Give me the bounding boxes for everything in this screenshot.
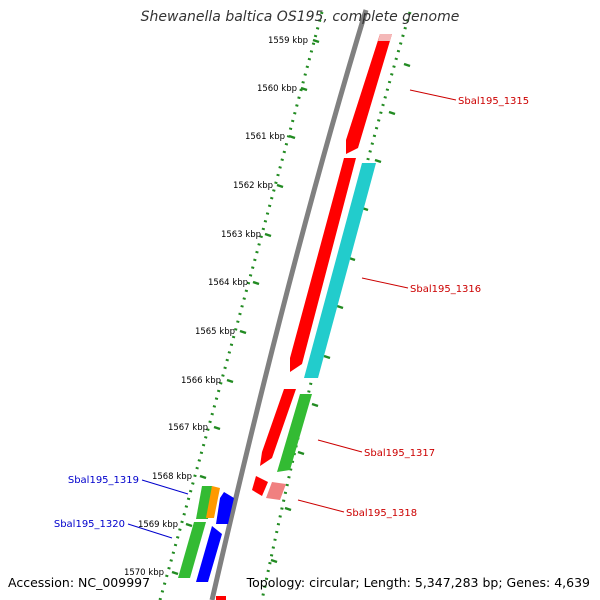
tick-label: 1563 kbp [221,230,261,240]
tick-label: 1564 kbp [208,278,248,288]
gene-sbal195-1318[interactable] [266,482,286,500]
gene-sbal195-1316[interactable] [304,163,376,378]
genome-summary-text: Topology: circular; Length: 5,347,283 bp… [246,575,590,590]
gene-sbal195-1315[interactable] [346,34,392,154]
gene-label[interactable]: Sbal195_1316 [410,284,481,295]
label-connectors [127,89,457,539]
gene-label[interactable]: Sbal195_1315 [458,96,529,107]
outer-major-ticks [270,62,411,564]
gene-orange[interactable] [206,486,220,518]
inner-scale-track [158,11,324,600]
tick-label: 1569 kbp [138,520,178,530]
gene-extra-pink[interactable] [378,34,392,41]
tick-label: 1559 kbp [268,36,308,46]
gene-sbal195-1320[interactable] [178,522,206,578]
forward-genes [252,34,392,500]
tick-label: 1567 kbp [168,423,208,433]
gene-label[interactable]: Sbal195_1318 [346,508,417,519]
accession-text: Accession: NC_009997 [8,575,151,590]
inner-major-ticks [171,38,320,576]
tick-label: 1570 kbp [124,568,164,578]
reverse-genes [178,486,234,582]
gene-blue-2[interactable] [196,526,222,582]
tick-label: 1568 kbp [152,472,192,482]
gene-label[interactable]: Sbal195_1319 [68,475,139,486]
gene-blue-1[interactable] [216,492,234,524]
tick-label: 1562 kbp [233,181,273,191]
map-title: Shewanella baltica OS195, complete genom… [140,9,460,25]
tick-label: 1561 kbp [245,132,285,142]
gene-labels: Sbal195_1315 Sbal195_1316 Sbal195_1317 S… [54,96,529,530]
gene-red-small[interactable] [260,389,296,466]
gene-label[interactable]: Sbal195_1320 [54,519,125,530]
genome-backbone [209,9,369,600]
tick-label: 1566 kbp [181,376,221,386]
gene-sbal195-1317[interactable] [277,394,312,472]
gene-red-tiny[interactable] [252,476,268,496]
gene-sbal195-1316-red[interactable] [290,158,356,372]
tick-label: 1565 kbp [195,327,235,337]
gene-label[interactable]: Sbal195_1317 [364,448,435,459]
bottom-gene-fragment [216,596,226,600]
tick-labels: 1559 kbp 1560 kbp 1561 kbp 1562 kbp 1563… [124,36,308,578]
tick-label: 1560 kbp [257,84,297,94]
